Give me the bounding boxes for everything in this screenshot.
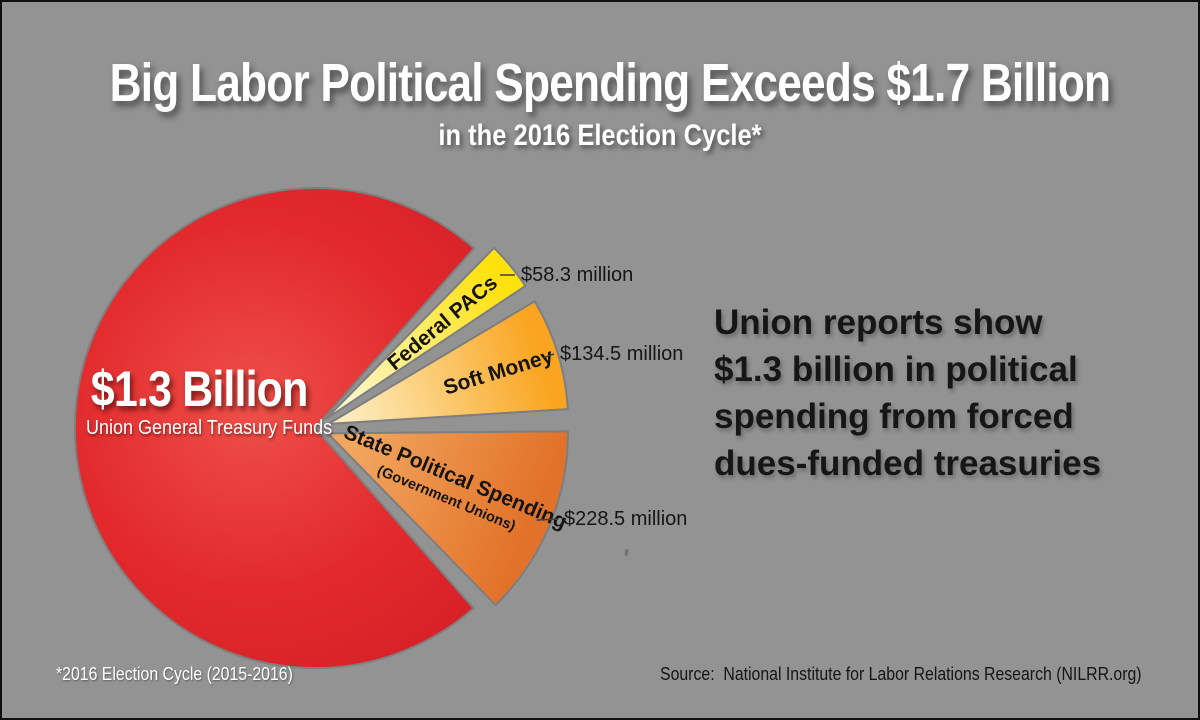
callout-line-3: spending from forced (714, 396, 1074, 436)
page-subtitle: in the 2016 Election Cycle* (438, 119, 762, 152)
source-credit: Source: National Institute for Labor Rel… (660, 664, 1142, 684)
pie-slice-state-political-spending (326, 430, 569, 607)
page-title: Big Labor Political Spending Exceeds $1.… (109, 53, 1111, 113)
amount-label: $228.5 million (564, 508, 687, 530)
amount-label: $134.5 million (560, 343, 683, 365)
amount-label: $58.3 million (521, 264, 633, 286)
pie-slice-soft-money (327, 300, 569, 425)
leader-line (536, 518, 559, 521)
callout-line-1: Union reports show (714, 303, 1043, 342)
callout-text: Union reports show $1.3 billion in polit… (714, 300, 1154, 488)
callout-line-4: dues-funded treasuries (714, 443, 1102, 483)
leader-line (544, 353, 555, 359)
callout-line-2: $1.3 billion in political (714, 349, 1078, 389)
pie-slice--1-3-billion (73, 187, 475, 669)
main-slice-amount: $1.3 Billion (90, 361, 309, 417)
main-slice-label: $1.3 Billion Union General Treasury Fund… (74, 361, 333, 439)
pie-slice-federal-pacs (324, 246, 527, 421)
footnote: *2016 Election Cycle (2015-2016) (56, 664, 293, 684)
main-slice-name: Union General Treasury Funds (86, 417, 333, 439)
